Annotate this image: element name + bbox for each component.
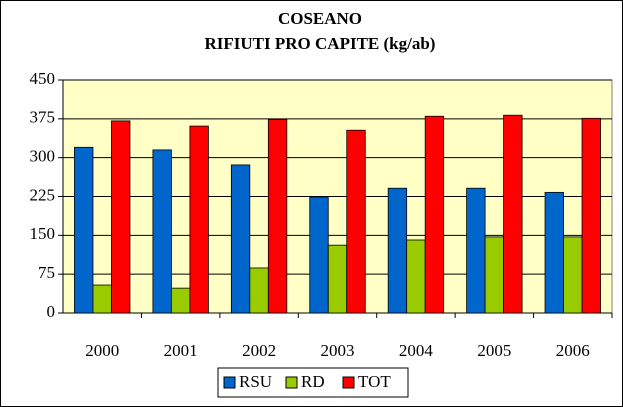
bar [387,187,408,314]
bar [92,284,112,314]
bar [406,239,426,314]
bar [74,146,94,314]
legend-label: RD [301,372,325,391]
bar [424,115,445,314]
bar [230,164,251,314]
x-tick-label: 2002 [242,341,276,360]
bar [170,287,191,314]
bar [544,191,564,314]
bar [581,117,601,314]
y-tick-label: 150 [30,224,56,243]
x-tick-label: 2005 [477,341,511,360]
bar [346,129,366,314]
x-tick-label: 2006 [556,341,590,360]
bar [484,236,505,314]
bar [327,244,348,314]
legend [217,367,409,398]
chart-title: COSEANO [278,9,362,28]
legend-label: RSU [239,372,272,391]
y-tick-label: 300 [30,147,56,166]
x-tick-label: 2001 [164,341,198,360]
y-tick-label: 450 [30,69,56,88]
bar [466,187,486,314]
bar [111,120,131,314]
bar [309,196,329,314]
bar [563,236,583,314]
y-tick-label: 375 [30,108,56,127]
legend-items: RSU RD TOT [223,372,391,391]
legend-label: TOT [358,372,391,391]
bar [249,267,269,314]
y-tick-label: 75 [38,263,55,282]
x-tick-label: 2004 [399,341,434,360]
legend-swatch [223,376,236,389]
x-tick-label: 2003 [321,341,355,360]
bar [152,149,172,314]
y-tick-label: 225 [30,185,56,204]
legend-swatch [285,376,298,389]
y-tick-label: 0 [47,302,56,321]
bars [74,114,601,314]
bar [267,118,288,314]
bar [503,114,523,314]
chart-subtitle: RIFIUTI PRO CAPITE (kg/ab) [205,34,436,53]
legend-swatch [342,376,355,389]
bar [189,125,209,314]
x-tick-label: 2000 [85,341,119,360]
